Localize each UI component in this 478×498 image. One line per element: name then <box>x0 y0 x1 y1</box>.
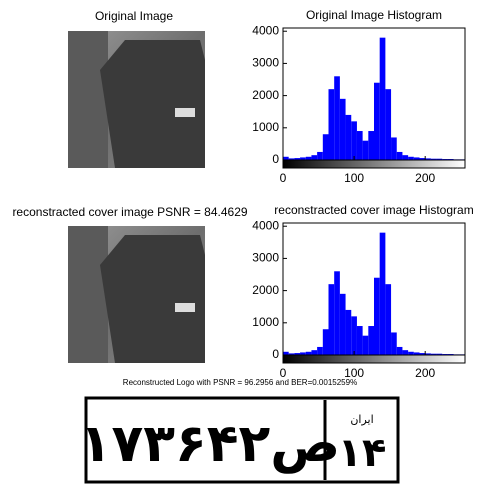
bar <box>419 353 426 355</box>
bar <box>402 155 409 160</box>
x-tick-label: 100 <box>344 366 364 380</box>
bar <box>300 352 306 355</box>
y-tick-label: 0 <box>272 152 279 166</box>
y-tick-label: 2000 <box>252 283 279 297</box>
plate-region: ۱۴ <box>338 430 387 476</box>
y-tick-label: 4000 <box>252 23 279 37</box>
logo-caption: Reconstructed Logo with PSNR = 96.2956 a… <box>123 378 357 387</box>
bar <box>356 131 363 160</box>
bar <box>294 158 301 160</box>
bar <box>396 346 403 355</box>
bar <box>317 346 323 355</box>
x-tick-label: 0 <box>280 171 287 185</box>
bar <box>339 98 346 160</box>
bar <box>436 158 443 160</box>
y-tick-label: 2000 <box>252 88 279 102</box>
bar <box>362 140 369 160</box>
bar <box>362 335 369 355</box>
bar <box>425 353 431 355</box>
bar <box>334 271 340 355</box>
bar <box>413 157 420 160</box>
bar <box>430 353 437 355</box>
bar <box>339 293 346 355</box>
bar <box>322 329 329 355</box>
logo-image: ۱۷۳ص۶۴۲ ایران ۱۴ <box>80 396 400 484</box>
bar <box>413 352 420 355</box>
bar <box>402 350 409 355</box>
bar <box>322 134 329 160</box>
bar <box>283 351 289 355</box>
car-image <box>68 31 205 168</box>
image-title: reconstracted cover image PSNR = 84.4629 <box>12 205 247 219</box>
bar <box>419 158 426 160</box>
bar <box>379 37 386 160</box>
chart-title: Original Image Histogram <box>306 8 442 22</box>
bar <box>374 277 380 355</box>
bar <box>311 350 318 355</box>
bar <box>368 131 374 160</box>
y-tick-label: 3000 <box>252 56 279 70</box>
bar <box>351 121 357 160</box>
bar <box>300 157 306 160</box>
bar <box>328 284 335 355</box>
bar <box>391 332 397 355</box>
bar <box>351 316 357 355</box>
y-tick-label: 3000 <box>252 251 279 265</box>
bar <box>430 158 437 160</box>
bar <box>345 114 352 160</box>
bar <box>391 137 397 160</box>
bar <box>283 156 289 160</box>
bar <box>328 89 335 160</box>
bar <box>408 156 414 160</box>
bar <box>408 351 414 355</box>
y-tick-label: 4000 <box>252 218 279 232</box>
y-tick-label: 1000 <box>252 315 279 329</box>
bar <box>334 76 340 160</box>
bar <box>385 284 392 355</box>
bar <box>305 351 312 355</box>
bar <box>288 353 295 355</box>
bar <box>288 158 295 160</box>
bar <box>385 89 392 160</box>
x-tick-label: 100 <box>344 171 364 185</box>
bar <box>436 353 443 355</box>
bar <box>294 353 301 355</box>
bar <box>374 82 380 160</box>
y-tick-label: 1000 <box>252 120 279 134</box>
bar <box>425 158 431 160</box>
colorbar <box>282 159 466 169</box>
car-image <box>68 226 205 363</box>
bar <box>368 326 374 355</box>
bar <box>311 155 318 160</box>
plate-number: ۱۷۳ص۶۴۲ <box>80 414 340 474</box>
plate-region-label: ایران <box>350 413 373 426</box>
bar <box>317 151 323 160</box>
y-tick-label: 0 <box>272 347 279 361</box>
bar <box>356 326 363 355</box>
bar <box>379 232 386 355</box>
chart-title: reconstracted cover image Histogram <box>274 203 473 217</box>
colorbar <box>282 354 466 364</box>
bar <box>345 309 352 355</box>
x-tick-label: 0 <box>280 366 287 380</box>
x-tick-label: 200 <box>415 171 435 185</box>
bar <box>396 151 403 160</box>
x-tick-label: 200 <box>415 366 435 380</box>
bar <box>305 156 312 160</box>
image-title: Original Image <box>95 9 173 23</box>
